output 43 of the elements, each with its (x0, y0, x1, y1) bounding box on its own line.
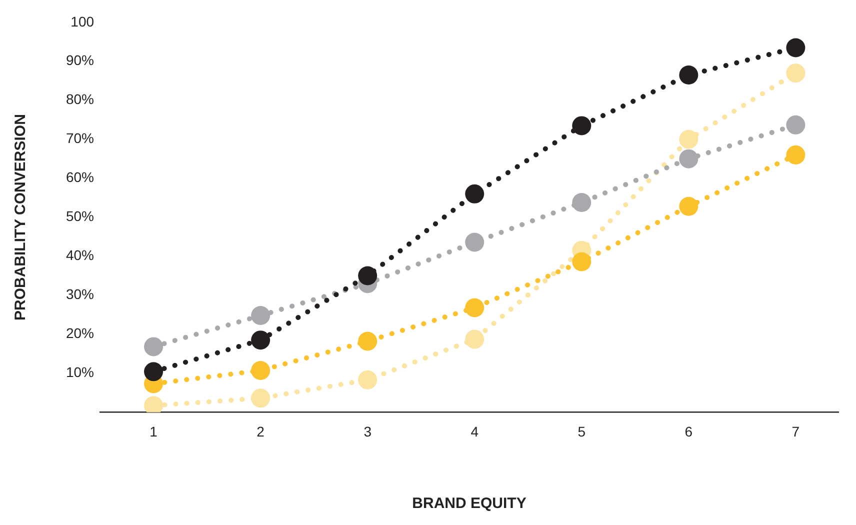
point (679, 149, 698, 168)
y-tick-label: 10% (66, 364, 94, 380)
point (572, 192, 592, 212)
x-axis-title: BRAND EQUITY (412, 495, 526, 512)
y-tick-label: 60% (66, 169, 94, 186)
y-tick-label: 90% (66, 52, 94, 68)
point (786, 115, 806, 134)
y-tick-label: 80% (66, 91, 94, 108)
x-tick-label: 1 (150, 423, 158, 440)
point (465, 298, 484, 318)
x-tick-label: 3 (364, 423, 372, 440)
y-tick-label: 30% (66, 286, 94, 302)
x-tick-label: 7 (792, 423, 800, 440)
point (144, 337, 164, 356)
x-tick-label: 2 (256, 423, 265, 440)
point (572, 116, 592, 136)
point (358, 332, 378, 351)
y-tick-label: 50% (66, 208, 94, 224)
point (465, 330, 484, 349)
point (572, 252, 592, 272)
point (465, 232, 484, 252)
point (786, 64, 806, 83)
point (251, 360, 270, 380)
y-tick-label: 20% (66, 325, 94, 342)
point (144, 362, 164, 382)
point (358, 370, 378, 390)
point (786, 145, 806, 164)
y-tick-label: 40% (66, 247, 94, 264)
y-tick-label: 100 (70, 13, 94, 30)
point (679, 196, 698, 216)
point (465, 184, 484, 204)
x-tick-label: 6 (684, 423, 693, 440)
point (358, 266, 378, 286)
y-tick-label: 70% (66, 130, 94, 146)
point (679, 130, 698, 149)
x-tick-label: 4 (470, 423, 479, 440)
point (251, 330, 270, 350)
y-axis-title: PROBABILITY CONVERSION (12, 114, 30, 321)
point (786, 38, 806, 58)
point (251, 388, 270, 408)
point (679, 66, 698, 85)
x-tick-label: 5 (578, 423, 586, 440)
point (251, 306, 270, 326)
